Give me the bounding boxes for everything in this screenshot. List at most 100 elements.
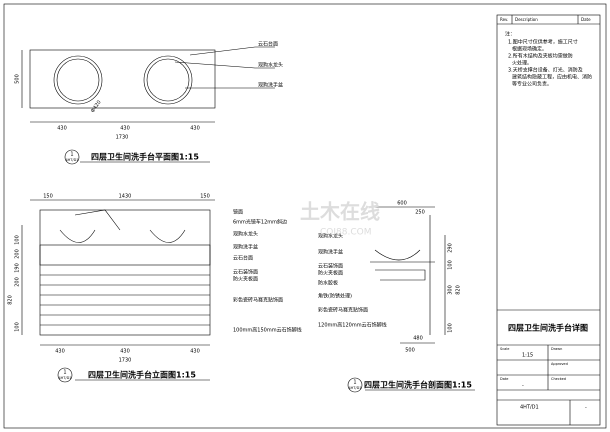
field: Approved (551, 362, 568, 366)
ref-number: 1 (353, 380, 356, 386)
note: 等专业公司负责。 (512, 81, 552, 88)
ref-sheet: 4HT/D1 (58, 376, 71, 380)
label: 云石台面 (258, 41, 278, 48)
dim: 500 (405, 348, 415, 354)
label: 观购水龙头 (258, 62, 283, 69)
dim: 480 (413, 336, 423, 342)
note: 2.所有木结构及夹板均需做防 (508, 53, 573, 60)
label: 防火夹板面 (233, 276, 258, 283)
dim: 190 (15, 263, 21, 273)
label: 彩色瓷砖马赛克贴饰面 (233, 297, 283, 304)
dim: 1430 (119, 194, 132, 200)
dim: 430 (55, 349, 65, 355)
date: - (522, 383, 524, 389)
label: 120mm高120mm云石饰脚线 (318, 322, 387, 329)
label: 观购水龙头 (318, 233, 343, 240)
dim: 100 (15, 235, 21, 245)
label: 云石台面 (233, 255, 253, 262)
ref-number: 1 (70, 152, 73, 158)
ref-marker (57, 367, 73, 383)
label: 防火夹板面 (318, 270, 343, 277)
dim: 1730 (116, 135, 129, 141)
leader (174, 61, 275, 69)
field: Scale (500, 347, 509, 351)
scale: 1:15 (522, 353, 533, 359)
label: 6mm光镜车12mm斜边 (233, 219, 287, 226)
watermark: COI88.COM (320, 228, 371, 238)
dim: 1730 (119, 358, 132, 364)
counter (39, 244, 211, 266)
view-title: 四层卫生间洗手台剖面图1:15 (364, 380, 472, 390)
note: 3.天桥支撑台设备、灯光、消防及 (508, 67, 583, 74)
label: 观购洗手盆 (318, 249, 343, 256)
dim: 250 (415, 210, 425, 216)
dim: 300 (448, 285, 454, 295)
label: 云石装饰面 (233, 269, 258, 276)
label: 防水胶板 (318, 280, 338, 287)
dim: 100 (448, 323, 454, 333)
basin (53, 55, 103, 105)
basin (146, 58, 190, 102)
dim: 820 (8, 295, 14, 305)
section-outline (370, 215, 435, 335)
elevation-outline (39, 209, 211, 336)
grid (497, 15, 600, 425)
label: 彩色瓷砖马赛克贴饰面 (318, 307, 368, 314)
note: 根据现场确定。 (512, 46, 547, 53)
field: Drawn (551, 347, 562, 351)
header: Description (515, 17, 538, 22)
basin (143, 55, 193, 105)
dim: 430 (190, 126, 200, 132)
watermark: 土木在线 (300, 200, 380, 224)
note: 注： (505, 31, 515, 38)
ref-marker (64, 149, 80, 165)
dim: 150 (43, 194, 53, 200)
field: Date (500, 377, 508, 381)
basin (374, 249, 421, 261)
basin (56, 58, 100, 102)
view-title: 四层卫生间洗手台立面图1:15 (88, 370, 196, 380)
header: Date (581, 17, 591, 22)
ref-number: 1 (63, 370, 66, 376)
label: 角铁(防锈处理) (318, 293, 352, 300)
frame (3, 3, 607, 429)
dim: 430 (190, 349, 200, 355)
dim: 500 (15, 74, 21, 84)
field: Checked (551, 377, 566, 381)
note: 火处理。 (512, 60, 532, 67)
dim: 100 (448, 260, 454, 270)
label: 镜面 (233, 209, 243, 216)
label: 观购水龙头 (233, 231, 258, 238)
leader (189, 46, 275, 56)
dim: 200 (15, 249, 21, 259)
note: 1.图中尺寸仅供参考，施工尺寸 (508, 39, 578, 46)
title-block (496, 14, 601, 426)
dim: 290 (448, 243, 454, 253)
rev: - (585, 405, 587, 411)
view-title: 四层卫生间洗手台平面图1:15 (91, 152, 199, 162)
dim: 150 (200, 194, 210, 200)
dim: 430 (120, 349, 130, 355)
mirror-hatch (74, 209, 121, 231)
dim: 100 (15, 322, 21, 332)
basin (59, 229, 186, 243)
label: 100mm高150mm云石饰脚线 (233, 327, 302, 334)
note: 建筑结构隐蔽工程，应由机电、消防 (512, 74, 592, 81)
dim: 430 (57, 126, 67, 132)
ref-sheet: 4HT/D1 (348, 386, 361, 390)
tiles (40, 274, 210, 326)
dim: 200 (15, 277, 21, 287)
dim: Φ420 (90, 100, 103, 114)
drawing-no: 4HT/D1 (520, 405, 539, 411)
ref-marker (347, 377, 363, 393)
drawing-title: 四层卫生间洗手台详图 (508, 323, 588, 333)
counter-plan (29, 49, 216, 109)
header: Rev. (500, 17, 508, 22)
dim: 430 (120, 126, 130, 132)
label: 云石装饰面 (318, 263, 343, 270)
ref-sheet: 4HT/D1 (65, 158, 78, 162)
label: 观购洗手盆 (258, 82, 283, 89)
label: 观购洗手盆 (233, 244, 258, 251)
dim: 600 (397, 201, 407, 207)
dim: 820 (456, 285, 462, 295)
